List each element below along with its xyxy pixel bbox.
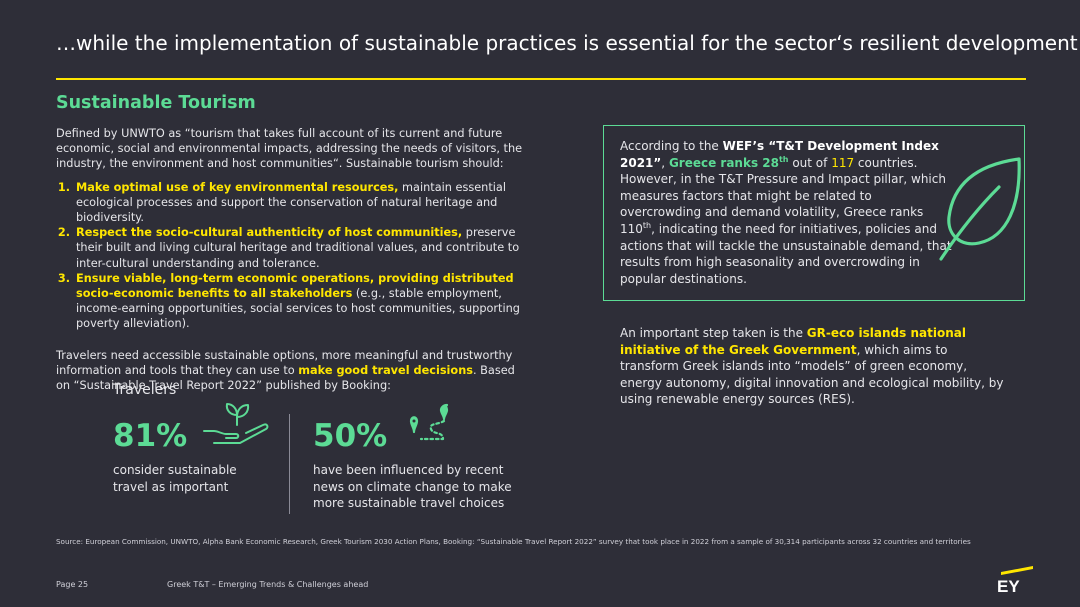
wef-callout-text: According to the WEF’s “T&T Development … bbox=[620, 138, 955, 287]
footer-document-title: Greek T&T – Emerging Trends & Challenges… bbox=[167, 580, 369, 589]
plant-hand-icon bbox=[203, 403, 269, 444]
travelers-text-before: Travelers need accessible sustainable op… bbox=[56, 348, 513, 377]
rank-suffix: th bbox=[642, 220, 652, 230]
list-item: Ensure viable, long-term economic operat… bbox=[74, 271, 526, 332]
greece-rank: Greece ranks 28 bbox=[668, 155, 779, 170]
stats-divider bbox=[289, 414, 290, 514]
list-item: Make optimal use of key environmental re… bbox=[74, 180, 526, 226]
wef-callout-box bbox=[603, 125, 1025, 301]
section-title: Sustainable Tourism bbox=[56, 93, 256, 113]
list-item: Respect the socio-cultural authenticity … bbox=[74, 225, 526, 271]
gr-eco-highlight: GR-eco islands national initiative of th… bbox=[620, 326, 966, 357]
callout-text-part: countries. However, in the T&T Pressure … bbox=[620, 155, 946, 236]
stat-81-value: 81% bbox=[113, 418, 188, 454]
callout-text-part: out of bbox=[788, 155, 832, 170]
left-column: Defined by UNWTO as “tourism that takes … bbox=[56, 126, 526, 393]
callout-text-part: According to the bbox=[620, 139, 723, 153]
title-divider bbox=[56, 78, 1026, 80]
travelers-label: Travelers bbox=[113, 382, 177, 398]
gr-eco-text-before: An important step taken is the bbox=[620, 326, 807, 340]
page-number: Page 25 bbox=[56, 580, 89, 589]
gr-eco-text-after: , which aims to transform Greek islands … bbox=[620, 342, 1004, 407]
ey-logo: EY bbox=[997, 566, 1033, 593]
travelers-text-after: . Based on “Sustainable Travel Report 20… bbox=[56, 363, 515, 393]
stat-50-text: have been influenced by recent news on c… bbox=[313, 463, 512, 510]
practices-list: Make optimal use of key environmental re… bbox=[56, 180, 526, 332]
wef-index-name: WEF’s “T&T Development Index 2021” bbox=[620, 139, 939, 170]
travelers-highlight: make good travel decisions bbox=[298, 363, 473, 377]
source-note: Source: European Commission, UNWTO, Alph… bbox=[56, 537, 971, 546]
callout-text-part: , indicating the need for initiatives, p… bbox=[620, 221, 952, 286]
list-item-highlight: Ensure viable, long-term economic operat… bbox=[76, 271, 514, 301]
list-item-text: preserve their built and living cultural… bbox=[76, 226, 520, 270]
stat-81-text: consider sustainable travel as important bbox=[113, 463, 237, 494]
list-item-highlight: Respect the socio-cultural authenticity … bbox=[76, 226, 463, 240]
list-item-text: maintain essential ecological processes … bbox=[76, 180, 506, 225]
callout-text-part: , bbox=[661, 155, 669, 170]
travelers-paragraph: Travelers need accessible sustainable op… bbox=[56, 348, 526, 394]
list-item-text: (e.g., stable employment, income-earning… bbox=[76, 287, 520, 331]
leaf-icon bbox=[939, 157, 1021, 261]
svg-text:EY: EY bbox=[997, 577, 1020, 593]
greece-rank-suffix: th bbox=[778, 154, 789, 164]
intro-text: Defined by UNWTO as “tourism that takes … bbox=[56, 127, 523, 171]
page-title: …while the implementation of sustainable… bbox=[56, 31, 1078, 55]
list-item-highlight: Make optimal use of key environmental re… bbox=[76, 180, 399, 194]
route-pin-icon bbox=[409, 403, 449, 441]
gr-eco-paragraph: An important step taken is the GR-eco is… bbox=[620, 325, 1010, 408]
stat-50-value: 50% bbox=[313, 418, 388, 454]
country-count: 117 bbox=[831, 155, 855, 170]
